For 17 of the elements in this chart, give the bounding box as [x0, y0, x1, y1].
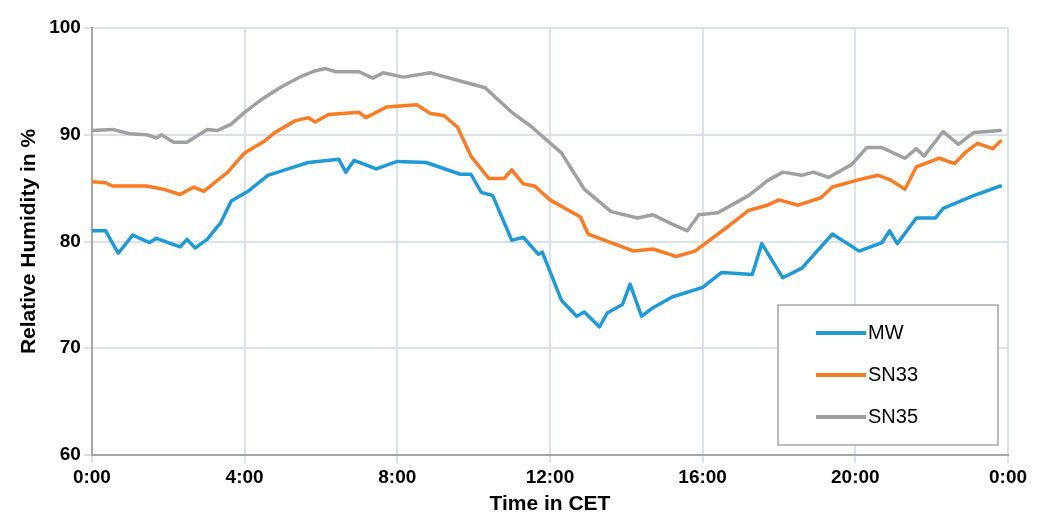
x-axis-title: Time in CET — [489, 491, 611, 515]
x-tick-label: 20:00 — [831, 465, 880, 487]
legend-label: SN35 — [868, 404, 919, 427]
legend-label: MW — [868, 320, 904, 343]
y-tick-label: 60 — [59, 443, 81, 465]
x-tick-label: 8:00 — [378, 465, 417, 487]
x-tick-label: 0:00 — [72, 465, 111, 487]
x-tick-label: 12:00 — [525, 465, 575, 487]
legend-label: SN33 — [868, 362, 919, 385]
x-tick-label: 4:00 — [225, 465, 264, 487]
y-axis-title: Relative Humidity in % — [16, 128, 40, 355]
y-tick-label: 100 — [49, 16, 81, 38]
x-tick-label: 0:00 — [988, 465, 1028, 487]
y-tick-label: 90 — [59, 122, 81, 144]
x-tick-label: 16:00 — [678, 465, 727, 487]
y-tick-label: 70 — [59, 336, 81, 358]
y-tick-label: 80 — [59, 229, 81, 251]
